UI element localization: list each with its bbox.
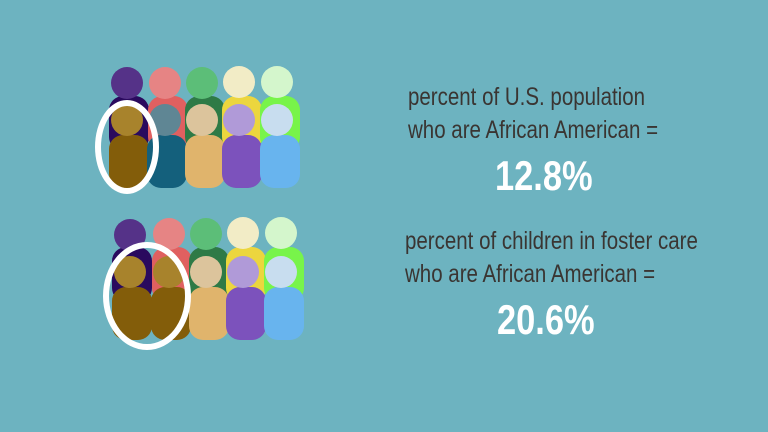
- person-figure-head: [190, 256, 222, 288]
- person-figure-body: [189, 287, 229, 340]
- person-figure-head: [186, 104, 218, 136]
- person-figure-head: [186, 67, 218, 99]
- highlight-ellipse: [103, 242, 191, 350]
- person-figure-head: [265, 256, 297, 288]
- person-figure-head: [261, 66, 293, 98]
- foster-care-label-line1: percent of children in foster care: [405, 227, 698, 255]
- foster-care-label-line2: who are African American =: [405, 260, 656, 288]
- highlight-ellipse: [95, 100, 159, 194]
- person-figure-head: [149, 67, 181, 99]
- us-population-label-line2: who are African American =: [408, 116, 659, 144]
- person-figure-body: [222, 135, 262, 188]
- person-figure-body: [185, 135, 225, 188]
- person-figure-head: [223, 66, 255, 98]
- person-figure-head: [223, 104, 255, 136]
- person-figure-body: [260, 135, 300, 188]
- us-population-label-line1: percent of U.S. population: [408, 83, 646, 111]
- person-figure-head: [111, 67, 143, 99]
- person-figure-head: [265, 217, 297, 249]
- us-population-value: 12.8%: [495, 152, 593, 199]
- person-figure-head: [190, 218, 222, 250]
- person-figure-head: [227, 217, 259, 249]
- person-figure-head: [261, 104, 293, 136]
- person-figure-head: [227, 256, 259, 288]
- person-figure-body: [226, 287, 266, 340]
- person-figure-body: [264, 287, 304, 340]
- foster-care-value: 20.6%: [497, 296, 595, 343]
